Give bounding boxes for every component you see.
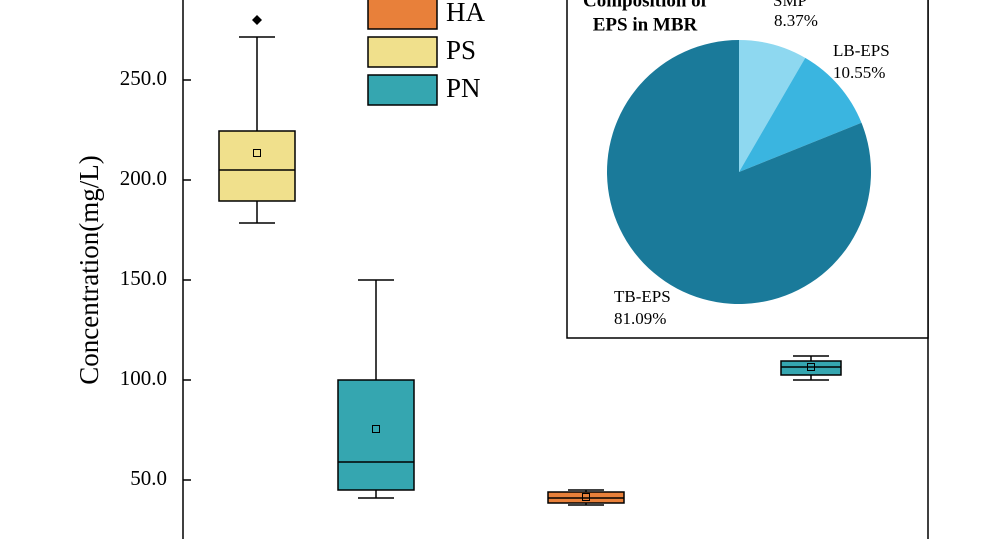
mean (372, 425, 380, 433)
pie-slice (739, 40, 806, 172)
legend-label: PN (446, 73, 481, 103)
legend-swatch (367, 0, 438, 30)
y-tick-label: 250.0 (120, 66, 167, 90)
pie-value-label: 81.09% (614, 309, 666, 328)
pie-slice (606, 40, 871, 304)
pie-label: SMP (773, 0, 807, 10)
mean (807, 363, 815, 371)
pie-value-label: 10.55% (833, 63, 885, 82)
pie-label: LB-EPS (833, 41, 890, 60)
box (337, 379, 415, 491)
y-axis-label: Concentration(mg/L) (74, 155, 104, 384)
y-tick-label: 50.0 (130, 466, 167, 490)
legend-swatch (367, 74, 438, 106)
pie-slice (739, 57, 862, 172)
y-tick-label: 150.0 (120, 266, 167, 290)
legend-label: PS (446, 35, 476, 65)
pie-value-label: 8.37% (774, 11, 818, 30)
box (780, 360, 842, 376)
inset-title: Composition of (583, 0, 708, 11)
legend-label: HA (446, 0, 485, 27)
legend-swatch (367, 36, 438, 68)
box (218, 130, 296, 202)
y-tick-label: 200.0 (120, 166, 167, 190)
inset-title: EPS in MBR (593, 14, 698, 35)
mean (582, 493, 590, 501)
y-tick-label: 100.0 (120, 366, 167, 390)
mean (253, 149, 261, 157)
pie-label: TB-EPS (614, 287, 671, 306)
outlier (252, 15, 262, 25)
